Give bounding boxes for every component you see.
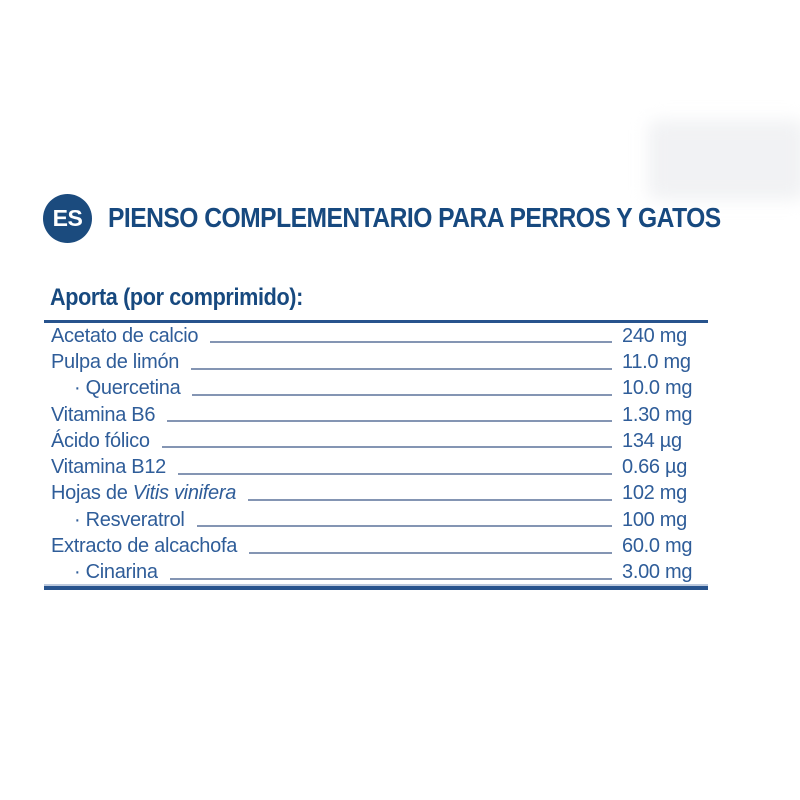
leader-line xyxy=(191,367,612,370)
leader-line xyxy=(210,341,612,344)
ingredient-label: · Cinarina xyxy=(44,561,158,584)
table-bottom-rule xyxy=(44,585,708,590)
ingredient-value: 100 mg xyxy=(622,508,687,531)
composition-table: Acetato de calcio 240 mg Pulpa de limón 11.… xyxy=(44,320,708,590)
ingredient-label: Vitamina B12 xyxy=(44,456,166,479)
ingredient-label: Vitamina B6 xyxy=(44,404,155,427)
ingredient-label: Ácido fólico xyxy=(44,430,150,453)
table-row: Hojas de Vitis vinifera 102 mg xyxy=(44,481,708,507)
ingredient-label: · Quercetina xyxy=(44,377,181,400)
ingredient-label: Acetato de calcio xyxy=(44,324,199,348)
table-row: · Cinarina 3.00 mg xyxy=(44,560,708,586)
ingredient-label-text: · Quercetina xyxy=(74,377,181,400)
page-title: PIENSO COMPLEMENTARIO PARA PERROS Y GATO… xyxy=(108,202,721,233)
ingredient-value: 240 mg xyxy=(622,324,687,347)
ingredient-value: 11.0 mg xyxy=(622,350,691,373)
table-row: Vitamina B6 1.30 mg xyxy=(44,402,708,428)
ingredient-label: Extracto de alcachofa xyxy=(44,535,237,558)
ingredient-label: Hojas de Vitis vinifera xyxy=(44,482,236,505)
ingredient-label-text: Pulpa de limón xyxy=(51,350,180,373)
ingredient-label-text: · Resveratrol xyxy=(74,508,185,531)
ingredient-value: 10.0 mg xyxy=(622,377,693,400)
leader-line xyxy=(178,472,612,475)
ingredient-label-text: Vitamina B12 xyxy=(51,456,166,479)
ingredient-value: 134 µg xyxy=(622,429,682,452)
ingredient-label: Pulpa de limón xyxy=(44,351,179,374)
leader-line xyxy=(248,499,612,502)
table-row: Vitamina B12 0.66 µg xyxy=(44,454,708,480)
ingredient-label-text: Ácido fólico xyxy=(51,429,150,452)
ingredient-value: 3.00 mg xyxy=(622,561,693,584)
ingredient-label-text: Hojas de xyxy=(51,482,133,505)
ingredient-label-italic: Vitis vinifera xyxy=(132,482,237,505)
table-top-rule xyxy=(44,320,708,323)
table-row: Acetato de calcio 240 mg xyxy=(44,323,708,349)
faint-watermark-patch xyxy=(648,120,800,200)
es-badge-label: ES xyxy=(52,204,83,231)
ingredient-label-text: Acetato de calcio xyxy=(51,324,199,347)
ingredient-label-text: · Cinarina xyxy=(74,561,158,584)
leader-line xyxy=(169,577,612,580)
ingredient-value: 1.30 mg xyxy=(622,403,693,426)
leader-line xyxy=(167,420,612,423)
leader-line xyxy=(192,393,612,396)
ingredient-label-text: Vitamina B6 xyxy=(51,403,156,426)
header: ES PIENSO COMPLEMENTARIO PARA PERROS Y G… xyxy=(43,193,800,243)
ingredient-value: 0.66 µg xyxy=(622,456,688,479)
ingredient-label: · Resveratrol xyxy=(44,509,185,532)
ingredient-value: 102 mg xyxy=(622,482,687,505)
table-row: Extracto de alcachofa 60.0 mg xyxy=(44,533,708,559)
table-row: · Quercetina 10.0 mg xyxy=(44,376,708,402)
ingredient-label-text: Extracto de alcachofa xyxy=(51,535,238,558)
serving-heading: Aporta (por comprimido): xyxy=(50,284,303,311)
leader-line xyxy=(196,525,612,528)
table-row: Pulpa de limón 11.0 mg xyxy=(44,349,708,375)
table-rows: Acetato de calcio 240 mg Pulpa de limón 11.… xyxy=(44,323,708,586)
leader-line xyxy=(249,551,612,554)
table-row: Ácido fólico 134 µg xyxy=(44,428,708,454)
leader-line xyxy=(161,446,612,449)
table-row: · Resveratrol 100 mg xyxy=(44,507,708,533)
es-language-badge: ES xyxy=(43,193,92,243)
ingredient-value: 60.0 mg xyxy=(622,535,693,558)
